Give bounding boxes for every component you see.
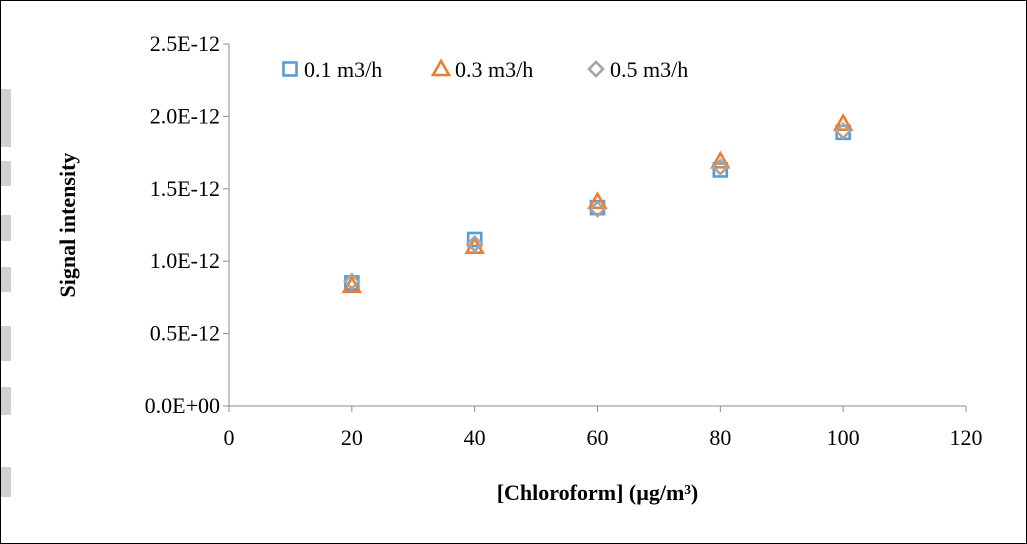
y-tick-label: 1.5E-12 [150,176,220,201]
x-tick-label: 0 [224,425,235,450]
data-points [341,113,854,294]
y-tick-label: 0.5E-12 [150,321,220,346]
y-tick-label: 2.0E-12 [150,103,220,128]
y-axis-ticks: 0.0E+00 0.5E-12 1.0E-12 1.5E-12 2.0E-12 2.5E-… [145,31,229,418]
data-point-triangle [832,113,854,131]
edge-block [1,215,11,241]
legend-label: 0.5 m3/h [610,57,688,82]
y-tick-label: 2.5E-12 [150,31,220,56]
edge-block [1,326,11,361]
edge-block [1,387,11,415]
x-axis-title: [Chloroform] (µg/m³) [497,480,699,505]
x-axis-ticks: 0 20 40 60 80 100 120 [224,406,983,450]
y-axis-title: Signal intensity [55,153,80,298]
data-point-triangle [710,150,731,169]
legend-label: 0.1 m3/h [304,57,382,82]
axes [228,44,966,407]
y-tick-label: 1.0E-12 [150,248,220,273]
data-point-diamond [834,122,853,140]
edge-block [1,267,11,292]
legend-marker-square [282,61,298,77]
data-point-diamond [342,272,361,291]
data-point-triangle [587,191,608,210]
edge-block [1,467,11,497]
x-tick-label: 120 [950,425,983,450]
x-tick-label: 100 [827,425,860,450]
legend-marker-diamond [587,60,605,78]
x-tick-label: 60 [587,425,609,450]
legend-label: 0.3 m3/h [455,57,533,82]
left-edge-strip [1,1,11,542]
data-point-diamond [465,234,484,253]
data-point-diamond [588,200,607,218]
data-point-square [712,162,729,178]
legend-marker-triangle [430,58,452,77]
edge-block [1,89,11,147]
data-point-square [466,231,483,248]
x-tick-label: 40 [464,425,486,450]
data-point-diamond [711,158,730,176]
y-tick-label: 0.0E+00 [145,393,220,418]
edge-block [1,161,11,186]
x-tick-label: 80 [709,425,731,450]
legend: 0.1 m3/h 0.3 m3/h 0.5 m3/h [282,57,688,82]
x-tick-label: 20 [341,425,363,450]
